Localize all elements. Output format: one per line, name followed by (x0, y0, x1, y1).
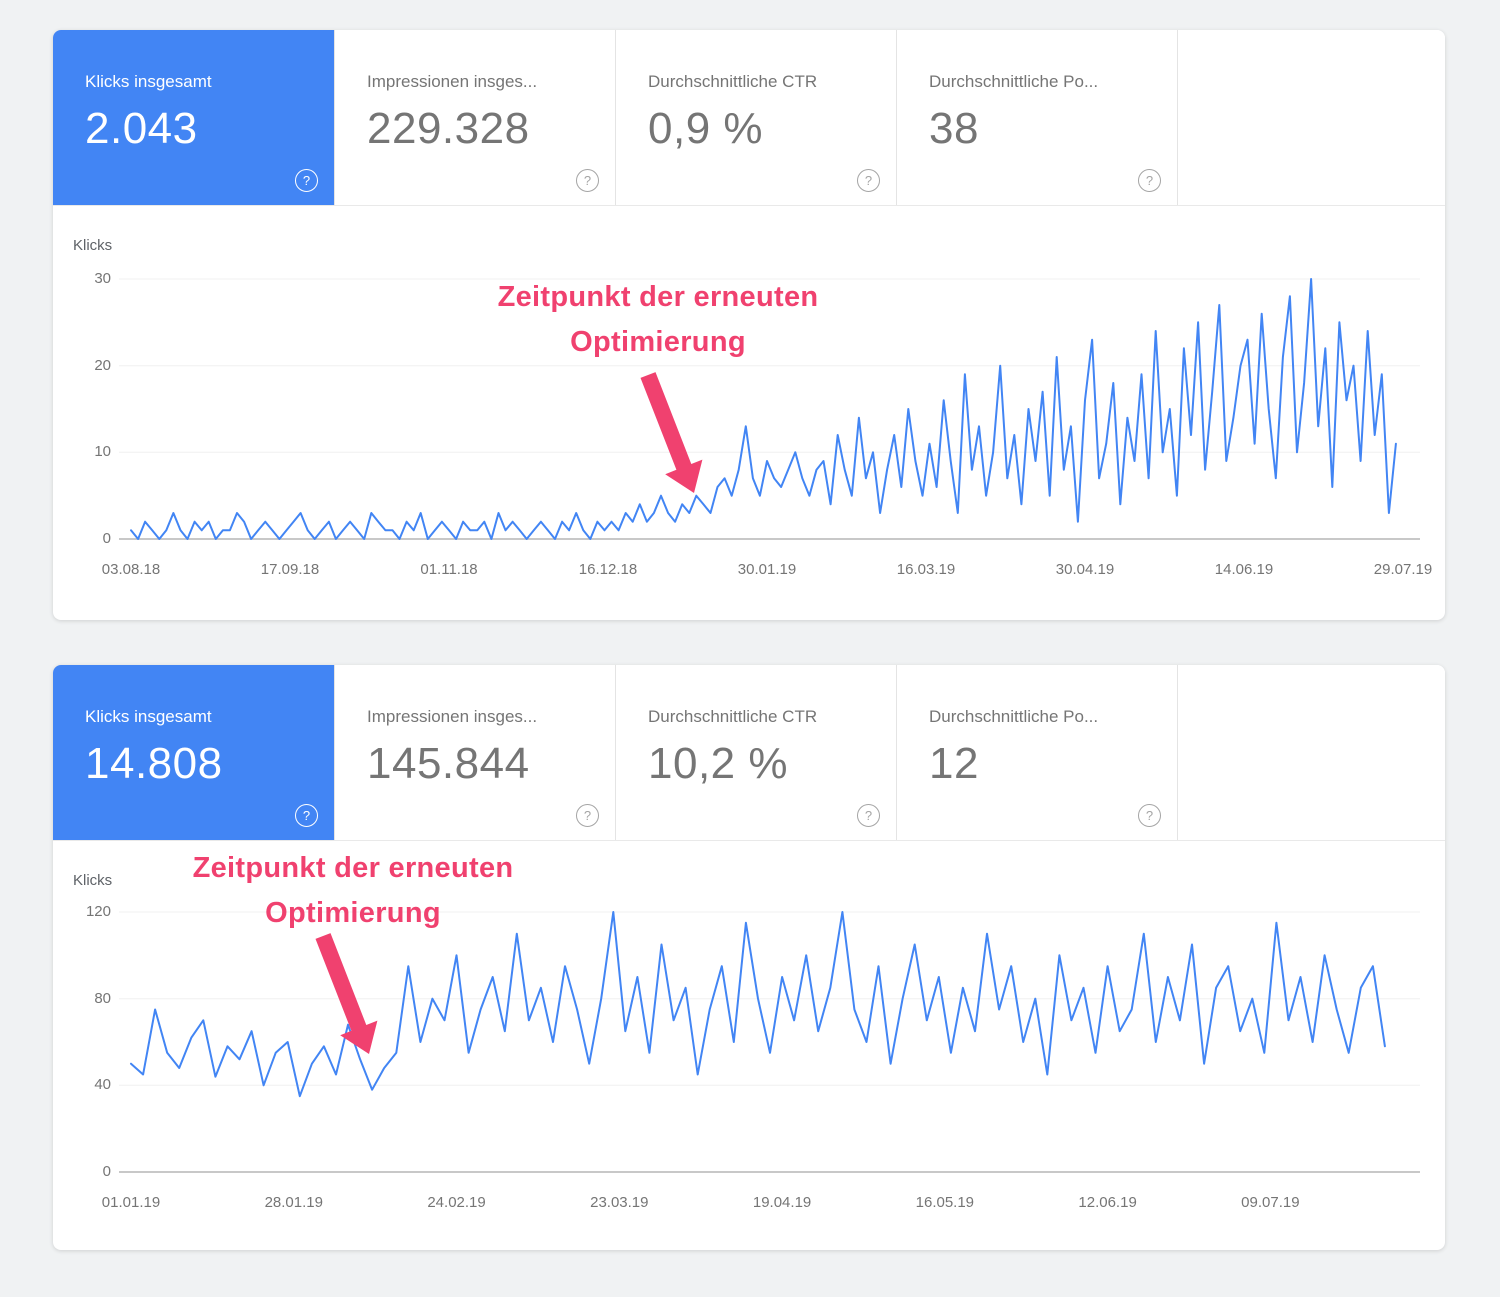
y-axis-tick-label: 0 (102, 530, 111, 547)
x-axis-tick-label: 17.09.18 (260, 561, 320, 578)
y-axis-tick-label: 20 (94, 356, 111, 374)
metric-card-title: Klicks insgesamt (85, 707, 212, 726)
metric-cards-row: Klicks insgesamt 14.808 ? Impressionen i… (53, 665, 1445, 841)
help-icon[interactable]: ? (576, 169, 599, 192)
y-axis-tick-label: 120 (85, 903, 111, 920)
metric-cards-row: Klicks insgesamt 2.043 ? Impressionen in… (53, 30, 1445, 206)
metric-card-impressions[interactable]: Impressionen insges... 229.328 ? (334, 30, 615, 205)
annotation-line2: Optimierung (265, 897, 441, 929)
y-axis-tick-label: 30 (94, 270, 111, 287)
metric-card-title: Durchschnittliche CTR (648, 72, 818, 91)
x-axis-tick-label: 16.12.18 (578, 561, 638, 578)
metric-card-title: Durchschnittliche Po... (929, 72, 1099, 91)
help-icon[interactable]: ? (1138, 804, 1161, 827)
cards-row-filler (1177, 30, 1445, 205)
metric-card-ctr[interactable]: Durchschnittliche CTR 0,9 % ? (615, 30, 896, 205)
help-icon[interactable]: ? (576, 804, 599, 827)
metric-card-clicks[interactable]: Klicks insgesamt 14.808 ? (53, 665, 334, 840)
metric-card-value: 2.043 (85, 104, 198, 153)
metric-card-position[interactable]: Durchschnittliche Po... 38 ? (896, 30, 1177, 205)
x-axis-tick-label: 01.01.19 (101, 1194, 161, 1211)
x-axis-tick-label: 14.06.19 (1214, 561, 1274, 578)
annotation-label: Zeitpunkt der erneuten Optimierung (193, 846, 514, 936)
x-axis-tick-label: 03.08.18 (101, 561, 161, 578)
x-axis-tick-label: 16.03.19 (896, 561, 956, 578)
y-axis-tick-label: 0 (102, 1163, 111, 1180)
x-axis-tick-label: 01.11.18 (420, 561, 478, 578)
x-axis-tick-label: 30.01.19 (737, 561, 797, 578)
metric-card-position[interactable]: Durchschnittliche Po... 12 ? (896, 665, 1177, 840)
line-chart-plot (119, 911, 1420, 1173)
y-axis-tick-label: 10 (94, 443, 111, 461)
x-axis-tick-label: 30.04.19 (1055, 561, 1115, 578)
help-icon[interactable]: ? (857, 169, 880, 192)
performance-panel-top: Klicks insgesamt 2.043 ? Impressionen in… (53, 30, 1445, 620)
metric-card-value: 145.844 (367, 739, 530, 788)
y-axis-title: Klicks (73, 872, 113, 889)
x-axis-tick-label: 29.07.19 (1373, 561, 1433, 578)
metric-card-ctr[interactable]: Durchschnittliche CTR 10,2 % ? (615, 665, 896, 840)
y-axis-tick-label: 80 (94, 989, 111, 1007)
metric-card-title: Impressionen insges... (367, 72, 538, 91)
help-icon[interactable]: ? (295, 804, 318, 827)
annotation-line2: Optimierung (570, 326, 746, 358)
x-axis-tick-label: 24.02.19 (427, 1194, 486, 1211)
help-icon[interactable]: ? (857, 804, 880, 827)
y-axis-tick-label: 40 (94, 1076, 111, 1094)
metric-card-title: Durchschnittliche CTR (648, 707, 818, 726)
metric-card-value: 229.328 (367, 104, 530, 153)
metric-card-impressions[interactable]: Impressionen insges... 145.844 ? (334, 665, 615, 840)
x-axis-tick-label: 16.05.19 (915, 1194, 975, 1211)
cards-row-filler (1177, 665, 1445, 840)
x-axis-tick-label: 23.03.19 (590, 1194, 649, 1211)
x-axis-tick-label: 09.07.19 (1241, 1194, 1300, 1211)
annotation-label: Zeitpunkt der erneuten Optimierung (498, 275, 819, 365)
performance-panel-bottom: Klicks insgesamt 14.808 ? Impressionen i… (53, 665, 1445, 1250)
clicks-chart[interactable]: Klicks Zeitpunkt der erneuten Optimierun… (53, 205, 1445, 620)
metric-card-title: Klicks insgesamt (85, 72, 212, 91)
metric-card-value: 14.808 (85, 739, 223, 788)
line-chart-plot (119, 278, 1420, 540)
metric-card-title: Durchschnittliche Po... (929, 707, 1099, 726)
metric-card-clicks[interactable]: Klicks insgesamt 2.043 ? (53, 30, 334, 205)
metric-card-value: 10,2 % (648, 739, 788, 788)
annotation-line1: Zeitpunkt der erneuten (192, 852, 514, 884)
metric-card-value: 0,9 % (648, 104, 764, 153)
metric-card-value: 12 (929, 739, 979, 788)
help-icon[interactable]: ? (295, 169, 318, 192)
help-icon[interactable]: ? (1138, 169, 1161, 192)
metric-card-title: Impressionen insges... (367, 707, 538, 726)
annotation-arrow-icon (315, 933, 378, 1054)
x-axis-tick-label: 12.06.19 (1078, 1194, 1137, 1211)
x-axis-tick-label: 28.01.19 (264, 1194, 323, 1211)
annotation-line1: Zeitpunkt der erneuten (497, 281, 819, 313)
clicks-chart[interactable]: Klicks Zeitpunkt der erneuten Optimierun… (53, 840, 1445, 1250)
metric-card-value: 38 (929, 104, 979, 153)
annotation-arrow-icon (640, 372, 703, 493)
y-axis-title: Klicks (73, 237, 113, 254)
x-axis-tick-label: 19.04.19 (752, 1194, 812, 1211)
